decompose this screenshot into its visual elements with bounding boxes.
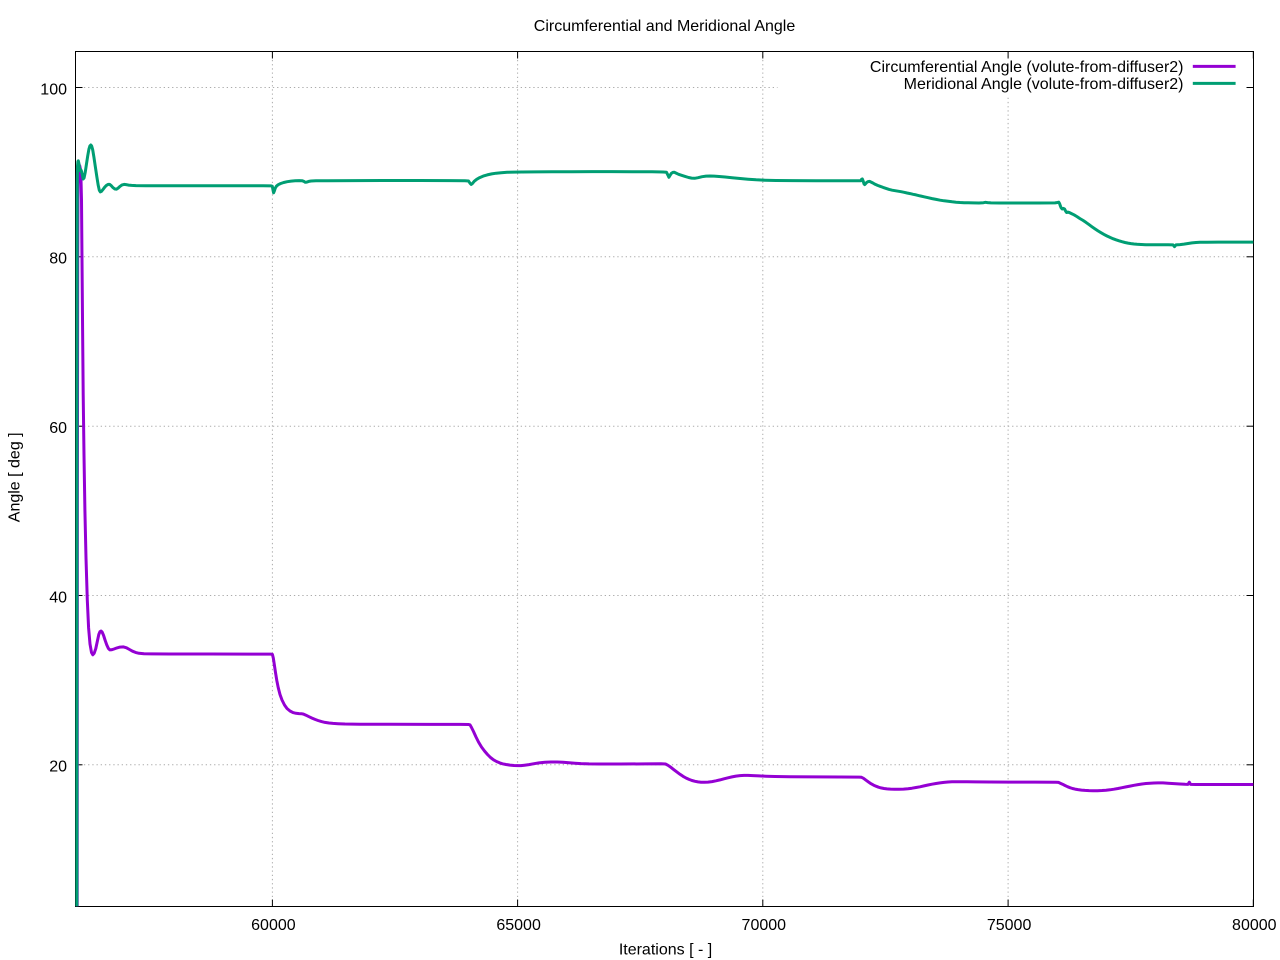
svg-text:Meridional Angle (volute-from-: Meridional Angle (volute-from-diffuser2) [904, 76, 1184, 93]
svg-text:40: 40 [49, 589, 67, 606]
svg-text:60: 60 [49, 420, 67, 437]
svg-text:20: 20 [49, 759, 67, 776]
svg-text:Circumferential and Meridional: Circumferential and Meridional Angle [534, 18, 796, 35]
svg-text:Iterations [ - ]: Iterations [ - ] [619, 942, 712, 959]
svg-text:65000: 65000 [496, 917, 541, 934]
svg-text:100: 100 [40, 81, 67, 98]
svg-text:60000: 60000 [251, 917, 296, 934]
svg-text:Circumferential Angle (volute-: Circumferential Angle (volute-from-diffu… [870, 59, 1184, 76]
svg-text:80: 80 [49, 251, 67, 268]
svg-text:75000: 75000 [987, 917, 1032, 934]
svg-text:Angle [ deg ]: Angle [ deg ] [7, 432, 24, 522]
svg-text:80000: 80000 [1232, 917, 1277, 934]
svg-text:70000: 70000 [742, 917, 787, 934]
